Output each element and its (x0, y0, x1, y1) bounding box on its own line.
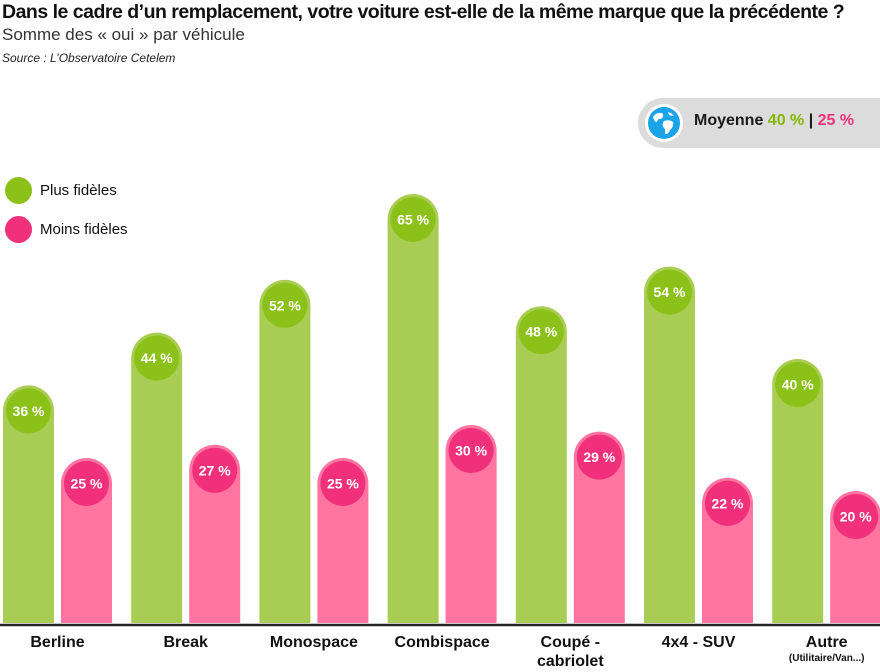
category-label-6: Autre (Utilitaire/Van...) (762, 633, 880, 666)
bar-cap-plus-2 (262, 282, 308, 328)
category-label-0: Berline (0, 633, 123, 652)
data-label-moins-1: 27 % (199, 462, 231, 478)
bar-plus-3 (387, 194, 439, 623)
category-label-2: Monospace (249, 633, 379, 652)
bar-cap-moins-1 (192, 447, 238, 493)
category-name-3: Combispace (394, 634, 490, 651)
category-name-5: 4x4 - SUV (661, 634, 736, 651)
legend-label-plus: Plus fidèles (40, 181, 117, 199)
category-name-0: Berline (30, 634, 85, 651)
category-name-6: Autre (805, 634, 848, 651)
data-label-moins-3: 30 % (455, 443, 487, 459)
data-label-plus-4: 48 % (525, 324, 557, 340)
category-label-4: Coupé - cabriolet (505, 633, 635, 671)
data-label-moins-2: 25 % (327, 476, 359, 492)
bar-plus-4 (515, 306, 567, 623)
bar-cap-plus-6 (775, 362, 821, 407)
category-name-2: Monospace (269, 634, 358, 651)
average-green-value: 40 % (767, 112, 805, 129)
average-label: Moyenne (694, 112, 764, 129)
bar-cap-plus-4 (518, 309, 564, 355)
chart-source: Source : L’Observatoire Cetelem (2, 51, 176, 65)
legend: Plus fidèles Moins fidèles (5, 176, 128, 254)
bar-cap-moins-5 (705, 480, 750, 526)
bar-cap-moins-0 (64, 461, 109, 506)
chart-subtitle: Somme des « oui » par véhicule (2, 25, 245, 44)
bar-plus-2 (259, 279, 311, 623)
legend-item-plus: Plus fidèles (5, 176, 128, 204)
bar-moins-3 (445, 425, 497, 623)
data-label-plus-3: 65 % (397, 212, 429, 228)
data-label-plus-1: 44 % (141, 350, 173, 366)
legend-swatch-plus (5, 176, 32, 204)
chart-title: Dans le cadre d’un remplacement, votre v… (2, 1, 845, 23)
bar-plus-5 (644, 266, 695, 623)
data-label-moins-5: 22 % (712, 495, 744, 511)
category-note-6: (Utilitaire/Van...) (788, 653, 865, 664)
bar-cap-plus-1 (134, 335, 180, 381)
bar-plus-6 (772, 359, 824, 623)
bar-cap-moins-2 (320, 461, 366, 506)
bar-cap-moins-3 (448, 428, 494, 473)
data-label-plus-0: 36 % (13, 403, 45, 419)
bar-cap-moins-6 (833, 494, 879, 539)
bar-cap-plus-0 (6, 388, 51, 434)
legend-swatch-moins (5, 215, 32, 243)
data-label-moins-6: 20 % (840, 509, 872, 525)
average-separator: | (808, 112, 814, 129)
bar-moins-1 (189, 444, 241, 623)
data-label-plus-6: 40 % (782, 377, 814, 393)
data-label-moins-4: 29 % (583, 449, 615, 465)
average-text: Moyenne 40 % | 25 % (694, 112, 854, 130)
bar-cap-moins-4 (576, 434, 622, 480)
category-name-4: Coupé - cabriolet (536, 634, 604, 670)
legend-item-moins: Moins fidèles (5, 215, 128, 243)
category-name-1: Break (163, 634, 208, 651)
average-box: Moyenne 40 % | 25 % (638, 98, 880, 148)
average-pink-value: 25 % (817, 112, 855, 129)
bar-plus-1 (131, 332, 183, 623)
category-label-5: 4x4 - SUV (634, 633, 764, 652)
data-label-plus-2: 52 % (269, 297, 301, 313)
bar-plus-0 (3, 385, 54, 623)
data-label-plus-5: 54 % (654, 284, 686, 300)
data-label-moins-0: 25 % (71, 476, 103, 492)
category-label-1: Break (121, 633, 251, 652)
globe-icon (645, 104, 683, 142)
category-label-3: Combispace (377, 633, 507, 652)
bar-cap-plus-3 (390, 197, 436, 242)
bar-cap-plus-5 (647, 269, 692, 315)
bar-moins-4 (573, 431, 625, 623)
legend-label-moins: Moins fidèles (40, 220, 128, 238)
